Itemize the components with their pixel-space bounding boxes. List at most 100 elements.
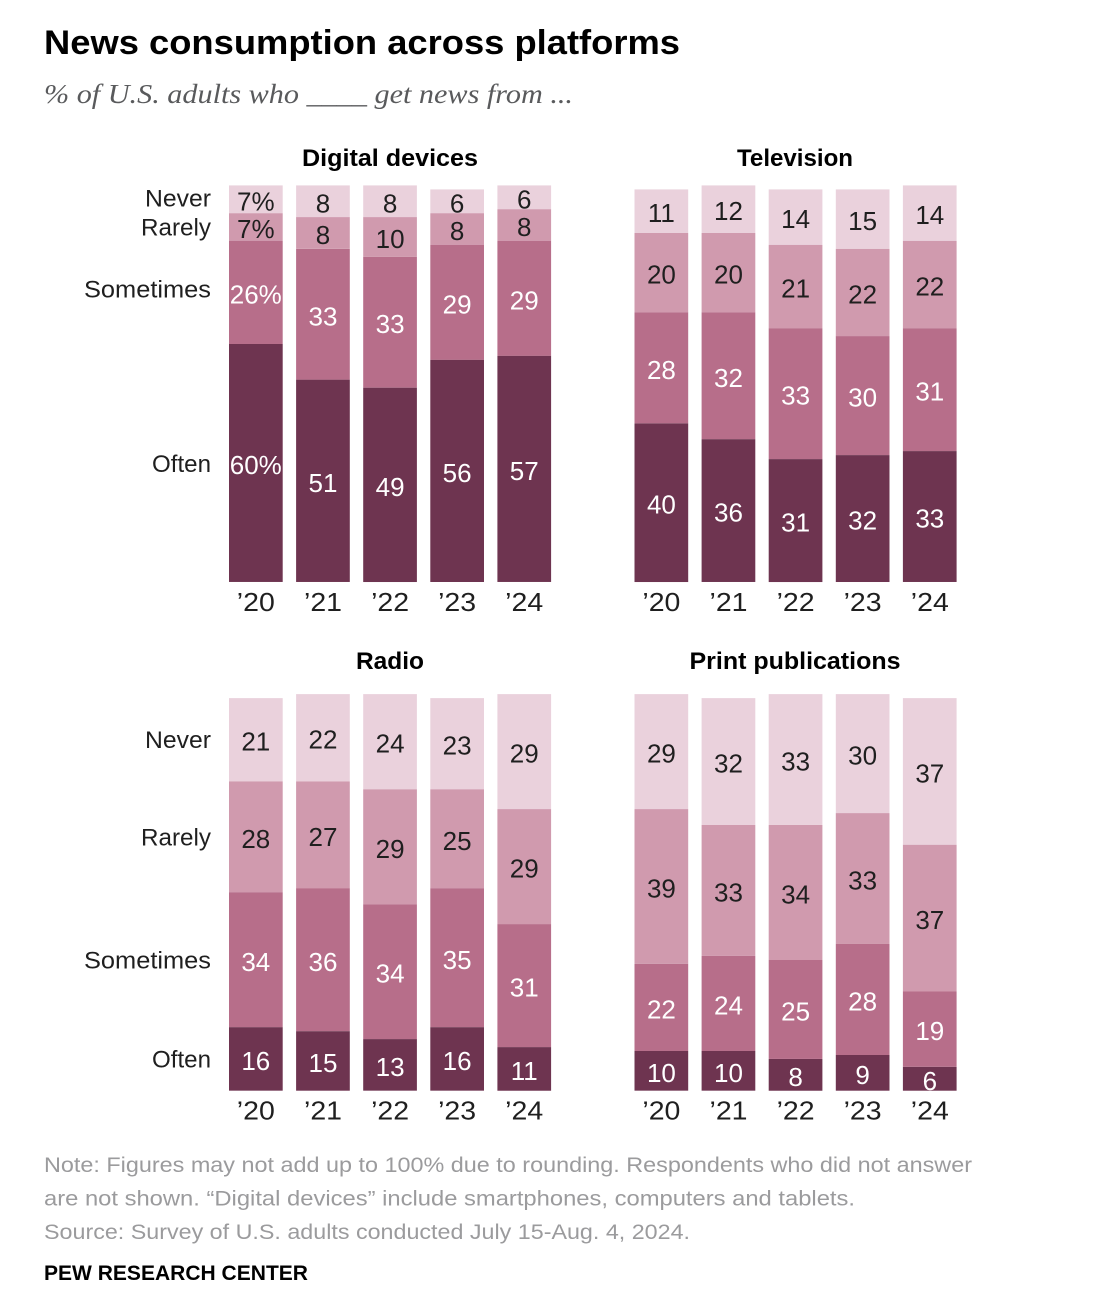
svg-text:Often: Often: [152, 1047, 211, 1074]
svg-text:8: 8: [517, 212, 531, 242]
svg-text:29: 29: [647, 739, 676, 769]
svg-text:’23: ’23: [438, 1096, 476, 1126]
svg-text:’24: ’24: [505, 587, 543, 617]
svg-text:15: 15: [848, 206, 877, 236]
svg-text:29: 29: [510, 854, 539, 884]
svg-text:Source: Survey of U.S. adults: Source: Survey of U.S. adults conducted …: [44, 1220, 690, 1244]
svg-text:PEW RESEARCH CENTER: PEW RESEARCH CENTER: [44, 1262, 308, 1285]
svg-text:’23: ’23: [844, 1096, 882, 1126]
svg-text:14: 14: [915, 200, 944, 230]
svg-text:Television: Television: [737, 145, 853, 172]
svg-text:13: 13: [376, 1052, 405, 1082]
svg-text:Never: Never: [145, 185, 211, 212]
svg-text:56: 56: [443, 458, 472, 488]
svg-text:33: 33: [781, 381, 810, 411]
svg-text:37: 37: [915, 758, 944, 788]
svg-text:33: 33: [915, 504, 944, 534]
svg-text:36: 36: [714, 498, 743, 528]
svg-text:7%: 7%: [237, 186, 275, 216]
svg-text:9: 9: [855, 1060, 869, 1090]
svg-text:31: 31: [915, 377, 944, 407]
svg-text:16: 16: [241, 1046, 270, 1076]
svg-text:25: 25: [443, 826, 472, 856]
svg-text:34: 34: [376, 959, 405, 989]
svg-text:Note: Figures may not add up t: Note: Figures may not add up to 100% due…: [44, 1153, 972, 1177]
svg-text:19: 19: [915, 1016, 944, 1046]
svg-text:21: 21: [781, 274, 810, 304]
svg-text:30: 30: [848, 741, 877, 771]
svg-text:’21: ’21: [710, 1096, 748, 1126]
svg-text:10: 10: [647, 1058, 676, 1088]
svg-text:21: 21: [241, 727, 270, 757]
svg-text:31: 31: [781, 508, 810, 538]
svg-text:36: 36: [309, 947, 338, 977]
svg-text:’22: ’22: [371, 587, 409, 617]
svg-text:’23: ’23: [438, 587, 476, 617]
svg-text:’24: ’24: [505, 1096, 543, 1126]
svg-text:33: 33: [309, 301, 338, 331]
svg-text:10: 10: [376, 224, 405, 254]
svg-text:23: 23: [443, 731, 472, 761]
svg-text:’21: ’21: [710, 587, 748, 617]
svg-text:22: 22: [915, 272, 944, 302]
svg-text:29: 29: [376, 834, 405, 864]
svg-text:6: 6: [450, 188, 464, 218]
svg-text:33: 33: [376, 309, 405, 339]
svg-text:’20: ’20: [642, 587, 680, 617]
svg-text:32: 32: [848, 506, 877, 536]
svg-text:26%: 26%: [230, 280, 282, 310]
svg-text:News consumption across platfo: News consumption across platforms: [44, 24, 680, 62]
svg-text:34: 34: [781, 879, 810, 909]
svg-text:’21: ’21: [304, 1096, 342, 1126]
svg-text:20: 20: [714, 260, 743, 290]
svg-text:22: 22: [647, 994, 676, 1024]
svg-text:’20: ’20: [237, 587, 275, 617]
svg-text:Rarely: Rarely: [141, 824, 211, 851]
svg-text:’24: ’24: [911, 587, 949, 617]
svg-text:16: 16: [443, 1046, 472, 1076]
svg-text:32: 32: [714, 749, 743, 779]
svg-text:33: 33: [848, 866, 877, 896]
svg-text:8: 8: [316, 188, 330, 218]
svg-text:49: 49: [376, 472, 405, 502]
svg-text:14: 14: [781, 204, 810, 234]
svg-text:are not shown. “Digital device: are not shown. “Digital devices” include…: [44, 1187, 855, 1211]
svg-text:’24: ’24: [911, 1096, 949, 1126]
svg-text:Often: Often: [152, 451, 211, 478]
svg-text:7%: 7%: [237, 214, 275, 244]
svg-text:’22: ’22: [371, 1096, 409, 1126]
svg-text:29: 29: [510, 739, 539, 769]
svg-text:22: 22: [848, 280, 877, 310]
svg-text:’21: ’21: [304, 587, 342, 617]
svg-text:24: 24: [376, 729, 405, 759]
svg-text:30: 30: [848, 383, 877, 413]
svg-text:’20: ’20: [237, 1096, 275, 1126]
svg-text:28: 28: [241, 824, 270, 854]
svg-text:’22: ’22: [777, 587, 815, 617]
svg-text:Rarely: Rarely: [141, 215, 211, 242]
svg-text:35: 35: [443, 945, 472, 975]
svg-text:Sometimes: Sometimes: [84, 947, 211, 974]
svg-text:8: 8: [316, 220, 330, 250]
svg-text:20: 20: [647, 260, 676, 290]
svg-text:10: 10: [714, 1058, 743, 1088]
svg-text:Sometimes: Sometimes: [84, 277, 211, 304]
svg-text:11: 11: [648, 198, 675, 228]
svg-text:33: 33: [781, 747, 810, 777]
svg-text:11: 11: [511, 1056, 538, 1086]
svg-text:29: 29: [443, 289, 472, 319]
svg-text:60%: 60%: [230, 450, 282, 480]
svg-text:8: 8: [383, 188, 397, 218]
svg-text:34: 34: [241, 947, 270, 977]
svg-text:39: 39: [647, 874, 676, 904]
svg-text:51: 51: [309, 468, 338, 498]
svg-text:32: 32: [714, 363, 743, 393]
svg-text:’20: ’20: [642, 1096, 680, 1126]
svg-text:12: 12: [714, 196, 743, 226]
svg-text:22: 22: [309, 725, 338, 755]
svg-text:8: 8: [788, 1062, 802, 1092]
svg-text:33: 33: [714, 877, 743, 907]
svg-text:25: 25: [781, 996, 810, 1026]
svg-text:% of U.S. adults who ____ get: % of U.S. adults who ____ get news from …: [44, 79, 573, 109]
svg-text:15: 15: [309, 1048, 338, 1078]
